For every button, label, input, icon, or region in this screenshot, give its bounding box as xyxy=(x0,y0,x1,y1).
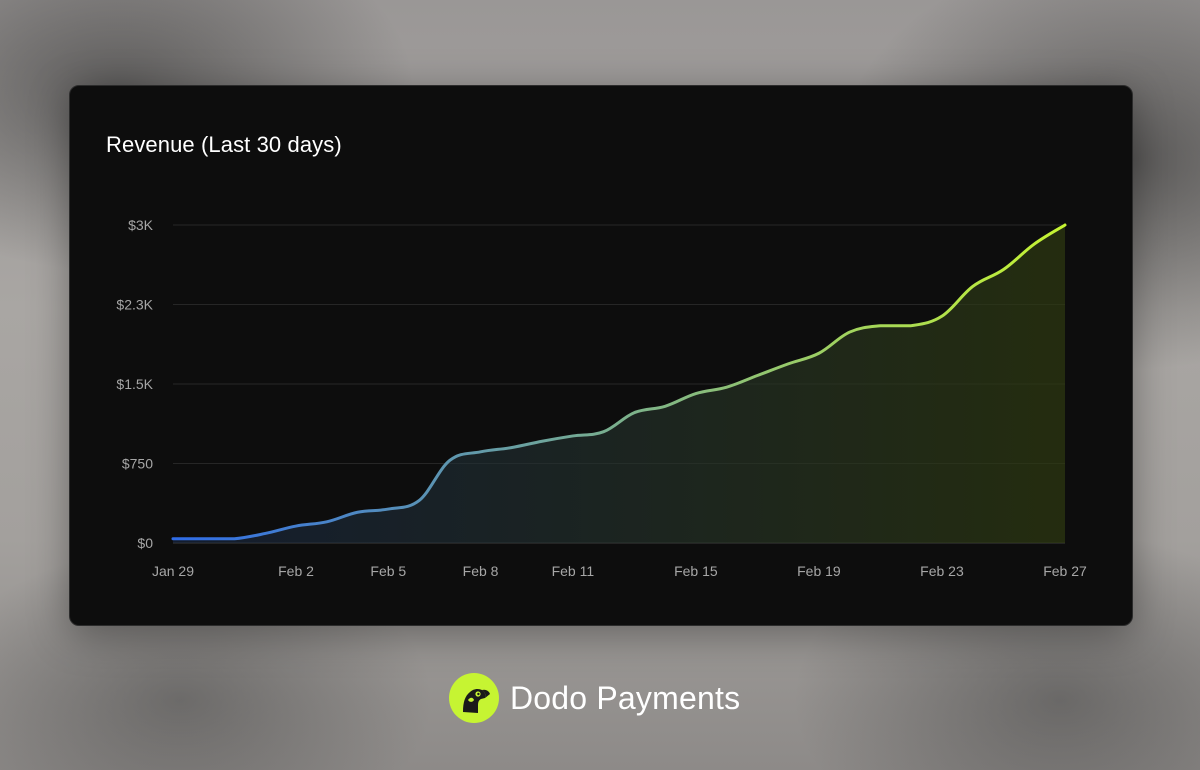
data-point xyxy=(662,403,668,409)
data-point xyxy=(539,438,545,444)
data-point xyxy=(478,449,484,455)
data-point xyxy=(877,323,883,329)
y-tick-label: $3K xyxy=(128,217,154,233)
series-line xyxy=(170,222,1068,542)
y-tick-label: $1.5K xyxy=(116,376,153,392)
y-tick-label: $2.3K xyxy=(116,297,153,313)
x-tick-label: Feb 2 xyxy=(278,563,314,579)
x-tick-label: Feb 19 xyxy=(797,563,841,579)
data-point xyxy=(816,350,822,356)
data-point xyxy=(693,391,699,397)
data-point xyxy=(508,445,514,451)
data-point xyxy=(355,509,361,515)
y-tick-label: $0 xyxy=(137,535,153,551)
revenue-card: Revenue (Last 30 days) $0 $750 $1.5K $2.3K $… xyxy=(69,85,1133,626)
x-tick-label: Feb 23 xyxy=(920,563,964,579)
data-point xyxy=(939,313,945,319)
data-point xyxy=(631,410,637,416)
x-tick-label: Feb 15 xyxy=(674,563,718,579)
data-point xyxy=(201,536,207,542)
data-point xyxy=(785,361,791,367)
data-point xyxy=(1000,267,1006,273)
y-axis: $0 $750 $1.5K $2.3K $3K xyxy=(116,217,153,551)
data-point xyxy=(908,323,914,329)
x-axis: Jan 29 Feb 2 Feb 5 Feb 8 Feb 11 Feb 15 Feb 19 F… xyxy=(152,563,1087,579)
data-point xyxy=(324,519,330,525)
data-point xyxy=(970,283,976,289)
x-tick-label: Feb 8 xyxy=(463,563,499,579)
x-tick-label: Jan 29 xyxy=(152,563,194,579)
data-point xyxy=(570,433,576,439)
data-point xyxy=(1031,241,1037,247)
data-point xyxy=(754,373,760,379)
x-tick-label: Feb 27 xyxy=(1043,563,1087,579)
data-point xyxy=(601,429,607,435)
card-title: Revenue (Last 30 days) xyxy=(106,132,342,157)
area-fill-shape xyxy=(173,225,1065,543)
revenue-chart: $0 $750 $1.5K $2.3K $3K Jan 29 Feb 2 Feb 5 Feb … xyxy=(116,217,1087,579)
data-point xyxy=(385,506,391,512)
dodo-bird-icon xyxy=(449,673,499,723)
y-tick-label: $750 xyxy=(122,456,153,472)
area-fill xyxy=(173,225,1065,543)
data-point xyxy=(724,384,730,390)
data-point xyxy=(416,498,422,504)
data-point xyxy=(170,536,176,542)
revenue-line xyxy=(171,223,1067,541)
data-point xyxy=(847,329,853,335)
brand-logo: Dodo Payments xyxy=(448,672,740,724)
brand-name: Dodo Payments xyxy=(510,679,741,716)
data-point xyxy=(1062,222,1068,228)
data-point xyxy=(262,530,268,536)
x-tick-label: Feb 5 xyxy=(370,563,406,579)
data-point xyxy=(447,457,453,463)
data-point xyxy=(232,536,238,542)
x-tick-label: Feb 11 xyxy=(552,563,595,579)
data-point xyxy=(293,523,299,529)
